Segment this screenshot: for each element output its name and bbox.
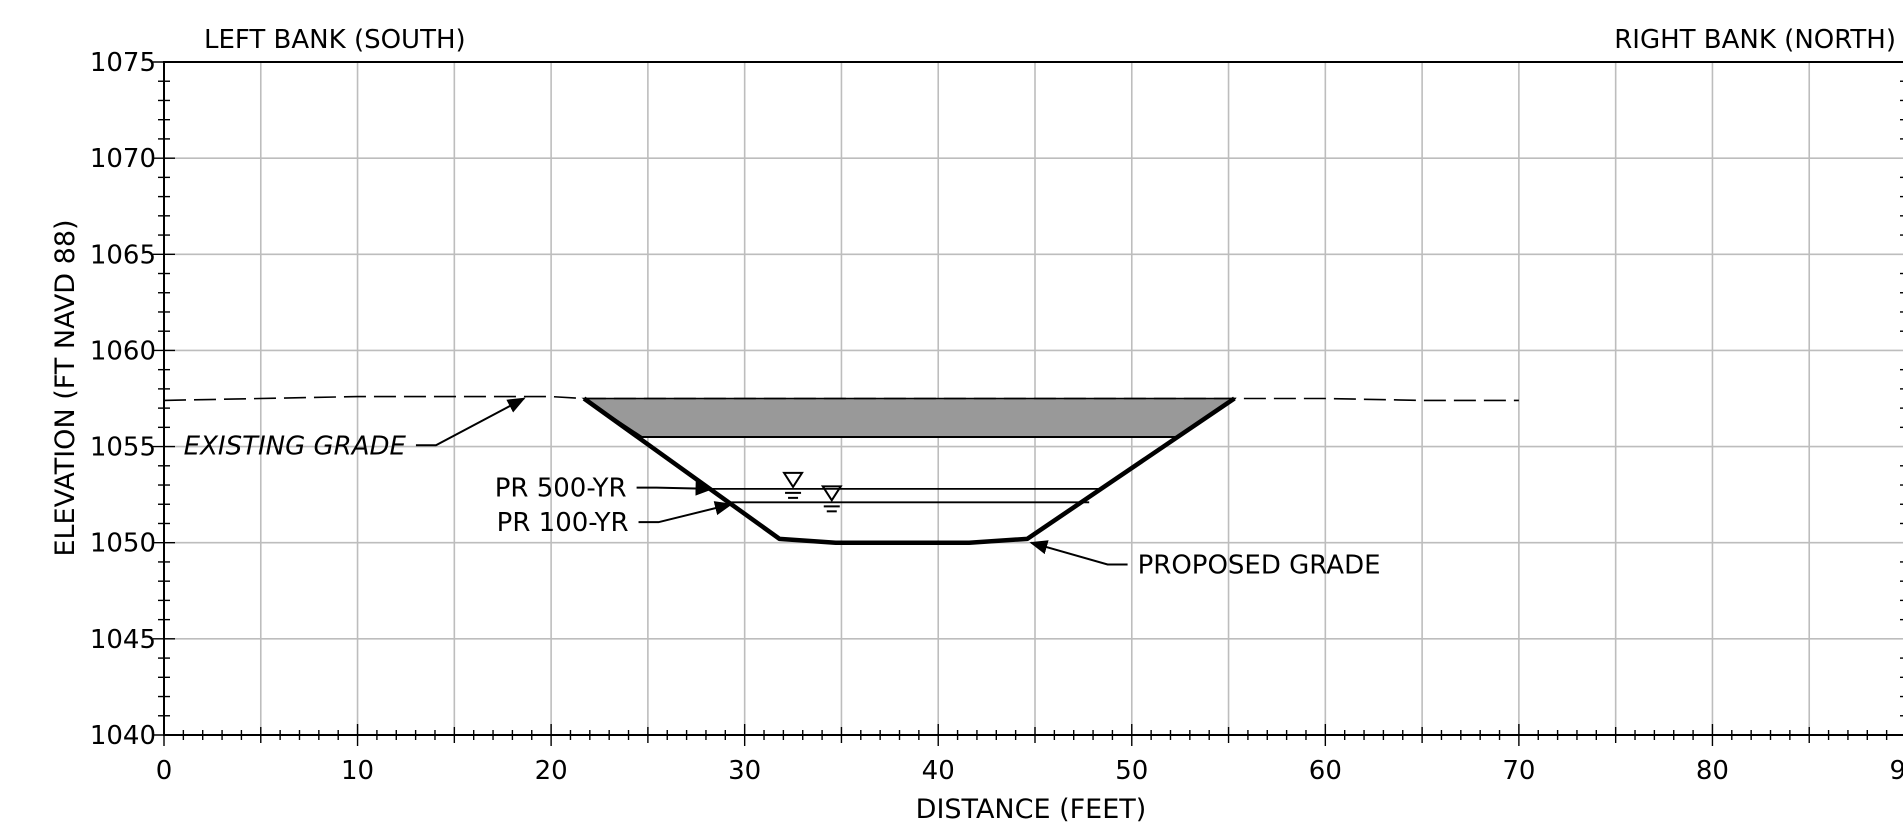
grid <box>164 62 1903 735</box>
annotation-leader <box>636 481 714 496</box>
y-tick-label: 1055 <box>90 433 156 463</box>
x-tick-label: 40 <box>922 756 955 786</box>
annotation-label: EXISTING GRADE <box>184 431 407 461</box>
annotations: EXISTING GRADE PR 500-YR PR 100-YR PROPOSED… <box>184 397 1381 580</box>
water-surface-symbol <box>782 471 804 489</box>
x-tick-label: 30 <box>728 756 761 786</box>
x-tick-label: 0 <box>156 756 173 786</box>
x-tick-label: 20 <box>535 756 568 786</box>
y-tick-label: 1050 <box>90 529 156 559</box>
annotation-label: PROPOSED GRADE <box>1138 550 1381 580</box>
excavation-fill <box>581 397 1237 438</box>
annotation-label: PR 500-YR <box>495 474 627 504</box>
plot-frame <box>163 61 1903 736</box>
y-tick-label: 1060 <box>90 336 156 366</box>
proposed-grade-line <box>582 396 1236 545</box>
y-tick-label: 1045 <box>90 625 156 655</box>
annotation-leader <box>1029 540 1128 566</box>
x-axis-label: DISTANCE (FEET) <box>916 794 1147 825</box>
x-tick-label: 60 <box>1309 756 1342 786</box>
y-axis-label: ELEVATION (FT NAVD 88) <box>50 219 81 556</box>
left-bank-label: LEFT BANK (SOUTH) <box>204 25 466 55</box>
right-bank-label: RIGHT BANK (NORTH) <box>1614 25 1896 55</box>
water-surfaces <box>707 471 1101 513</box>
x-tick-label: 80 <box>1696 756 1729 786</box>
water-surface-symbol <box>820 485 843 503</box>
x-tick-label: 50 <box>1115 756 1148 786</box>
annotation-label: PR 100-YR <box>497 508 629 538</box>
x-tick-label: 70 <box>1502 756 1535 786</box>
x-tick-label: 90 <box>1889 756 1903 786</box>
tick-labels: 1040 1045 1050 1055 1060 1065 1070 1075 0 10 20 30 4… <box>90 48 1903 786</box>
excavation-region <box>581 397 1237 438</box>
y-tick-label: 1040 <box>90 721 156 751</box>
x-tick-label: 10 <box>341 756 374 786</box>
annotation-leader <box>638 501 733 524</box>
series-lines <box>163 395 1519 545</box>
y-tick-label: 1075 <box>90 48 156 78</box>
annotation-leader <box>415 397 526 447</box>
axes <box>163 61 1903 736</box>
y-tick-label: 1065 <box>90 240 156 270</box>
y-tick-label: 1070 <box>90 144 156 174</box>
